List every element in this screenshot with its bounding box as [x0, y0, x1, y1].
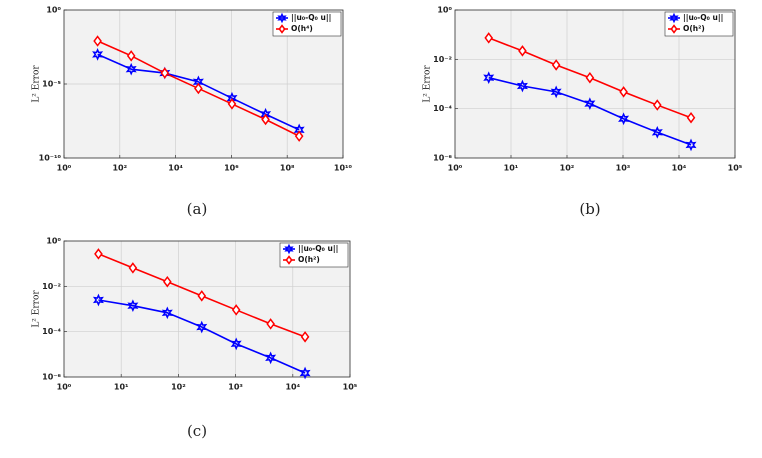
y-axis-label: L² Error — [423, 65, 433, 103]
data-point — [265, 351, 277, 365]
data-point — [231, 304, 241, 316]
data-point — [261, 113, 270, 126]
data-point — [266, 318, 275, 330]
x-tick-label: 10³ — [616, 164, 631, 173]
data-point — [126, 50, 136, 62]
data-point — [197, 290, 207, 302]
legend-label: O(h⁴) — [291, 24, 313, 33]
data-point — [194, 82, 203, 95]
data-point — [93, 35, 102, 47]
chart: 10⁰ 10² 10⁴ 10⁶ 10⁸ 10¹⁰ 10⁻¹⁰ 10⁻⁵ 10⁰ L² Error (… — [32, 6, 353, 219]
y-axis-label: L² Error — [32, 65, 42, 103]
data-point — [161, 306, 173, 320]
x-tick-label: 10⁶ — [224, 164, 239, 173]
x-tick-label: 10¹ — [114, 383, 129, 392]
x-tick-label: 10² — [560, 164, 575, 173]
plot-frame — [63, 9, 344, 159]
data-point — [294, 130, 304, 142]
y-tick-label: 10⁻⁶ — [433, 154, 452, 163]
y-tick-label: 10⁻⁶ — [42, 373, 61, 382]
data-point — [584, 97, 596, 110]
y-axis-label: L² Error — [32, 290, 42, 328]
caption: (a) — [187, 200, 208, 218]
legend-label: O(h²) — [298, 255, 320, 264]
x-tick-label: 10⁰ — [57, 383, 72, 392]
data-point — [651, 125, 663, 139]
x-tick-label: 10⁰ — [57, 164, 72, 173]
data-point — [618, 112, 630, 126]
data-point — [516, 79, 528, 93]
data-point — [299, 366, 311, 380]
x-tick-label: 10⁰ — [448, 164, 463, 173]
x-tick-label: 10¹ — [504, 164, 519, 173]
data-point — [483, 71, 495, 85]
data-point — [127, 299, 139, 313]
data-point — [619, 86, 628, 98]
data-point — [518, 45, 527, 57]
chart: 10⁰ 10¹ 10² 10³ 10⁴ 10⁵ 10⁻⁶ 10⁻⁴ 10⁻² 10⁰ L² Erro… — [423, 6, 743, 219]
y-tick-label: 10⁻² — [42, 282, 61, 291]
x-tick-label: 10³ — [228, 383, 243, 392]
legend-marker — [285, 255, 293, 265]
data-point — [685, 138, 697, 152]
x-tick-label: 10¹⁰ — [334, 164, 353, 173]
y-tick-label: 10⁻¹⁰ — [39, 154, 62, 163]
y-tick-label: 10⁻⁴ — [433, 104, 452, 113]
x-tick-label: 10⁴ — [285, 383, 300, 392]
data-point — [196, 320, 208, 334]
data-point — [551, 59, 561, 71]
x-tick-label: 10⁸ — [280, 164, 295, 173]
y-tick-label: 10⁻² — [433, 55, 452, 64]
data-point — [686, 111, 696, 124]
legend-marker — [670, 24, 678, 34]
series-line — [98, 299, 306, 374]
legend-label: O(h²) — [683, 24, 705, 33]
data-point — [585, 71, 595, 84]
data-point — [125, 62, 137, 76]
data-point — [163, 275, 172, 288]
data-point — [652, 99, 662, 111]
legend-label: ||u₀-Q₀ u|| — [683, 13, 723, 23]
y-tick-label: 10⁰ — [46, 237, 61, 246]
y-tick-label: 10⁰ — [46, 6, 61, 15]
legend-label: ||u₀-Q₀ u|| — [298, 244, 338, 254]
plot-frame — [454, 9, 736, 159]
data-point — [230, 337, 242, 351]
x-tick-label: 10⁴ — [672, 164, 687, 173]
data-point — [92, 48, 104, 61]
caption: (b) — [579, 200, 600, 218]
y-tick-label: 10⁻⁵ — [42, 80, 61, 89]
data-point — [300, 331, 310, 343]
data-point — [227, 98, 237, 110]
data-point — [128, 262, 138, 274]
legend-marker — [284, 243, 294, 255]
legend-marker — [669, 12, 679, 24]
data-point — [484, 32, 494, 44]
legend-marker — [277, 12, 287, 24]
y-tick-label: 10⁻⁴ — [42, 327, 61, 336]
legend-marker — [278, 24, 286, 34]
chart: 10⁰ 10¹ 10² 10³ 10⁴ 10⁵ 10⁻⁶ 10⁻⁴ 10⁻² 10⁰ L² Erro… — [32, 237, 358, 441]
data-point — [92, 293, 104, 307]
series-line — [488, 76, 692, 146]
x-tick-label: 10⁵ — [728, 164, 743, 173]
x-tick-label: 10⁵ — [343, 383, 358, 392]
plot-frame — [63, 240, 351, 378]
x-tick-label: 10² — [171, 383, 186, 392]
legend-label: ||u₀-Q₀ u|| — [291, 13, 331, 23]
y-tick-label: 10⁰ — [437, 6, 452, 15]
x-tick-label: 10⁴ — [168, 164, 183, 173]
data-point — [94, 248, 103, 260]
x-tick-label: 10² — [112, 164, 127, 173]
data-point — [550, 85, 562, 99]
caption: (c) — [187, 422, 207, 440]
data-point — [160, 67, 170, 79]
